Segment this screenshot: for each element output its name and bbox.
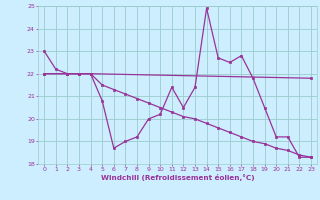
X-axis label: Windchill (Refroidissement éolien,°C): Windchill (Refroidissement éolien,°C) [101,174,254,181]
